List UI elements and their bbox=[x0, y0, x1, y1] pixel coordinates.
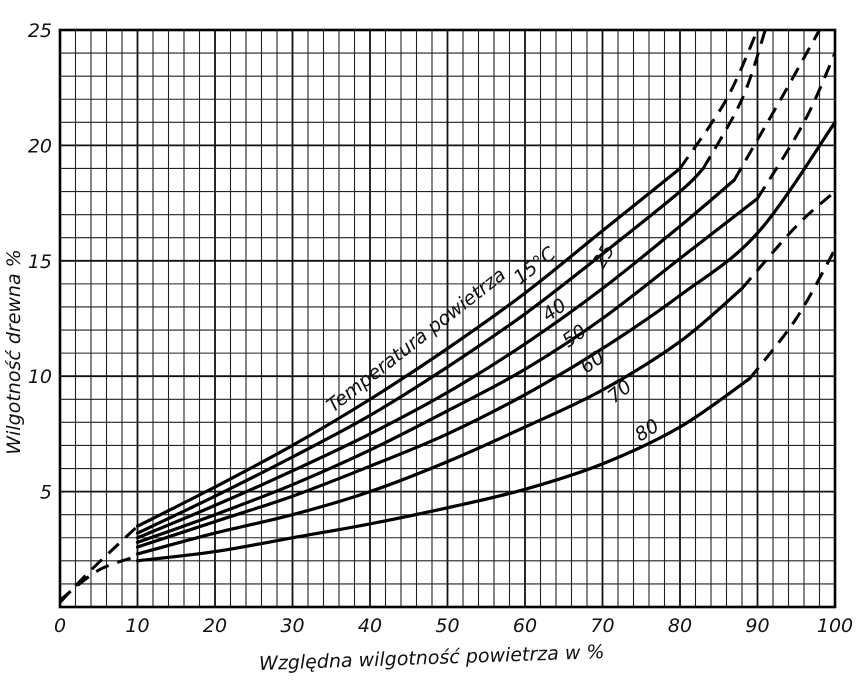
curve-70 bbox=[135, 286, 744, 556]
y-tick-label: 25 bbox=[28, 20, 52, 42]
curve-70-dashed-high bbox=[740, 190, 836, 290]
curve-lower-dashed bbox=[59, 554, 138, 602]
curve-25-dashed-high bbox=[701, 29, 767, 170]
curves bbox=[58, 29, 837, 604]
x-tick-label: 80 bbox=[668, 615, 692, 637]
curve-60 bbox=[135, 120, 837, 549]
y-tick-label: 20 bbox=[28, 135, 52, 157]
curve-15C bbox=[135, 166, 682, 528]
curve-25 bbox=[135, 166, 705, 535]
curve-50 bbox=[135, 196, 760, 544]
y-axis-title: Wilgotność drewna % bbox=[3, 249, 25, 454]
curve-50-dashed-high bbox=[756, 52, 837, 200]
x-tick-label: 10 bbox=[125, 615, 149, 637]
x-axis-title: Względna wilgotność powietrza w % bbox=[259, 641, 605, 675]
curve-label-80: 80 bbox=[631, 415, 663, 446]
curve-label-15C: 15°C bbox=[510, 242, 561, 289]
y-tick-label: 5 bbox=[40, 482, 52, 504]
x-tick-label: 50 bbox=[435, 615, 459, 637]
y-tick-label: 15 bbox=[28, 251, 52, 273]
curve-80 bbox=[135, 376, 752, 563]
curve-40-dashed-high bbox=[732, 29, 821, 181]
x-tick-label: 100 bbox=[817, 615, 853, 637]
x-tick-label: 70 bbox=[590, 615, 614, 637]
y-tick-label: 10 bbox=[28, 366, 52, 388]
x-tick-label: 20 bbox=[203, 615, 227, 637]
curve-80-dashed-high bbox=[748, 248, 837, 380]
x-tick-label: 40 bbox=[358, 615, 382, 637]
x-tick-label: 0 bbox=[54, 615, 66, 637]
curve-40 bbox=[135, 178, 736, 540]
x-tick-label: 90 bbox=[745, 615, 769, 637]
plot-frame bbox=[58, 28, 837, 609]
curve-15C-dashed-high bbox=[678, 29, 759, 170]
curve-label-60: 60 bbox=[576, 346, 608, 378]
x-tick-label: 60 bbox=[513, 615, 537, 637]
curve-label-70: 70 bbox=[604, 376, 637, 408]
x-tick-label: 30 bbox=[280, 615, 304, 637]
